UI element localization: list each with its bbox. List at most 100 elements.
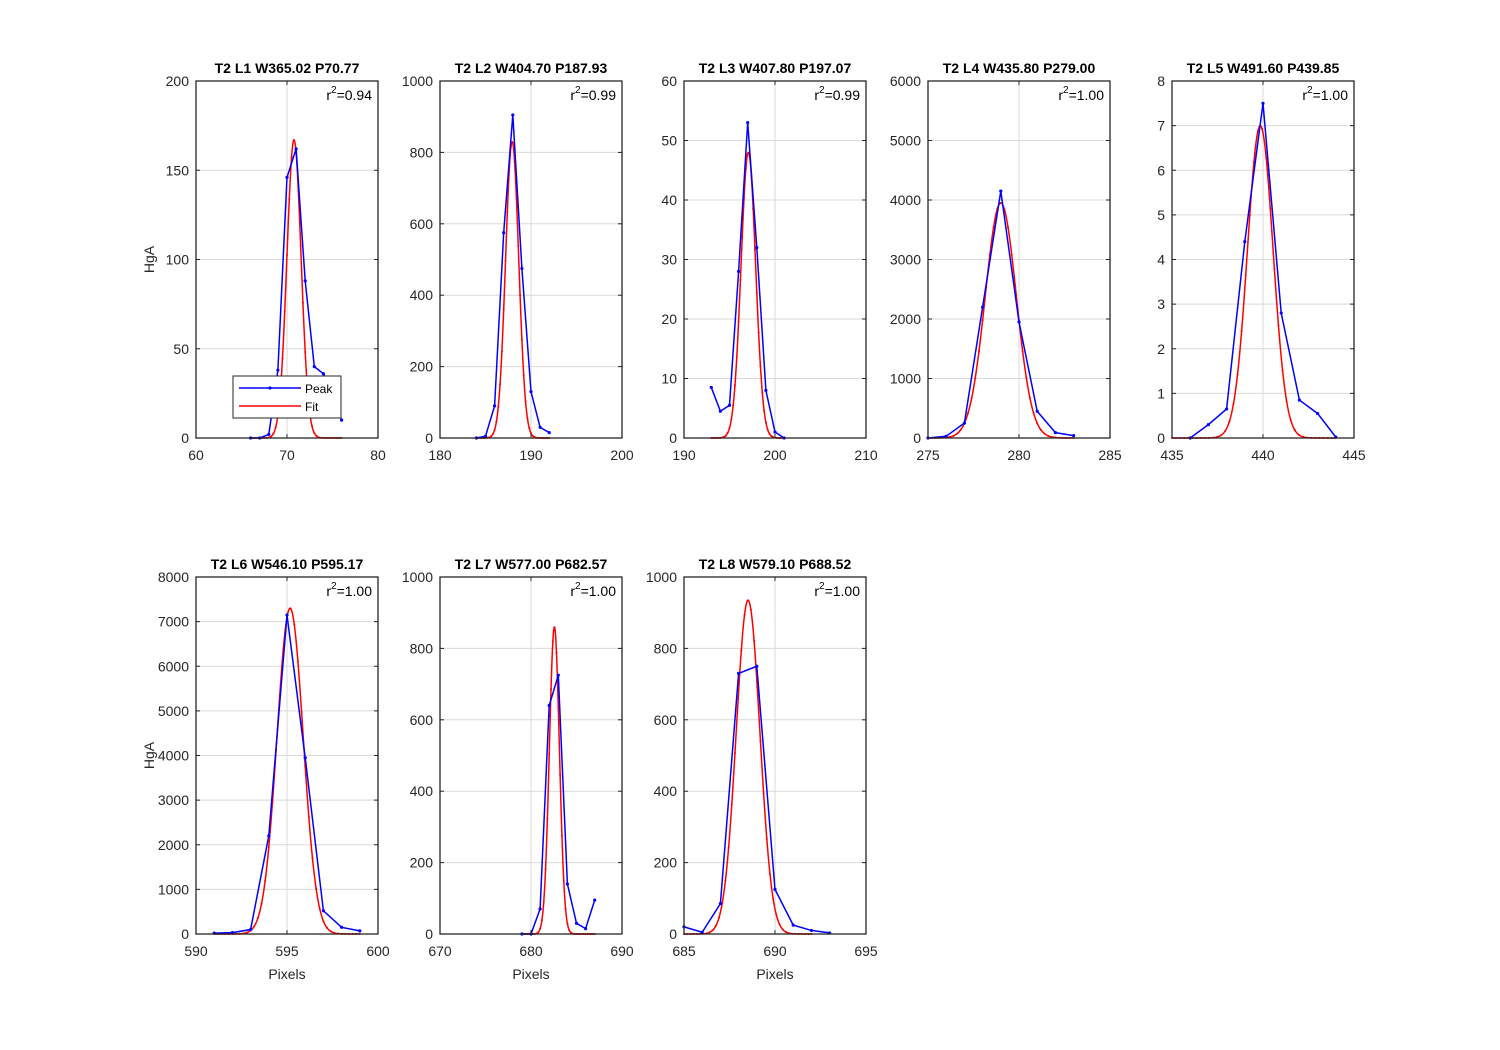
fit-marker	[499, 383, 502, 386]
x-tick-label: 445	[1342, 447, 1366, 463]
y-tick-label: 200	[166, 73, 190, 89]
peak-point	[1243, 240, 1247, 244]
fit-marker	[530, 432, 532, 435]
fit-marker	[537, 931, 540, 934]
y-tick-label: 150	[166, 162, 190, 178]
fit-marker	[288, 198, 291, 201]
peak-point	[962, 421, 967, 425]
r-squared-symbol: r	[814, 583, 819, 599]
x-tick-label: 190	[672, 447, 696, 463]
r-squared-symbol: r	[570, 87, 575, 103]
y-tick-label: 800	[410, 640, 434, 656]
legend: Peak Fit	[232, 375, 342, 419]
fit-marker	[718, 916, 721, 919]
fit-marker	[542, 901, 545, 904]
peak-point	[1297, 398, 1301, 402]
fit-marker	[311, 425, 314, 428]
y-tick-label: 200	[410, 855, 434, 871]
y-tick-label: 600	[410, 712, 434, 728]
x-tick-label: 685	[672, 943, 696, 959]
fit-marker	[504, 259, 507, 262]
peak-point	[1053, 431, 1057, 435]
fit-marker	[550, 688, 553, 691]
fit-marker	[557, 706, 560, 709]
fit-marker	[267, 846, 270, 848]
fit-marker	[286, 253, 288, 256]
peak-point	[483, 434, 488, 438]
r-squared-label: r2=0.94	[326, 85, 372, 103]
peak-point	[312, 365, 316, 369]
x-tick-label: 435	[1160, 447, 1184, 463]
fit-marker	[761, 391, 764, 394]
peak-point	[547, 703, 551, 708]
fit-marker	[1010, 253, 1013, 256]
x-tick-label: 670	[428, 943, 452, 959]
fit-marker	[522, 374, 525, 377]
fit-marker	[737, 320, 740, 323]
peak-point	[1261, 101, 1265, 105]
r-squared-label: r2=1.00	[326, 581, 372, 599]
peak-point	[1035, 409, 1039, 413]
fit-marker	[296, 660, 299, 663]
y-tick-label: 400	[654, 783, 678, 799]
peak-point	[321, 909, 325, 913]
fit-marker	[959, 428, 962, 431]
fit-marker	[1248, 214, 1251, 217]
r-squared-symbol: r	[326, 87, 331, 103]
fit-marker	[1232, 403, 1235, 406]
subplot-title: T2 L7 W577.00 P682.57	[455, 556, 608, 572]
peak-point	[556, 673, 560, 677]
x-axis-label: Pixels	[512, 966, 549, 982]
fit-marker	[724, 434, 727, 437]
legend-peak-label: Peak	[305, 382, 333, 396]
fit-marker	[775, 913, 778, 916]
peak-point	[700, 930, 704, 934]
fit-marker	[749, 608, 752, 611]
y-tick-label: 0	[181, 430, 189, 446]
r-squared-value: =1.00	[337, 583, 373, 599]
fit-marker	[326, 926, 329, 929]
fit-marker	[299, 244, 302, 247]
legend-peak-marker	[268, 386, 272, 390]
fit-marker	[495, 420, 498, 423]
peak-point	[755, 246, 759, 250]
r-squared-value: =1.00	[825, 583, 861, 599]
x-tick-label: 595	[275, 943, 299, 959]
y-tick-label: 0	[669, 430, 677, 446]
fit-marker	[511, 142, 514, 145]
subplot-title: T2 L6 W546.10 P595.17	[211, 556, 364, 572]
subplot-title: T2 L2 W404.70 P187.93	[455, 60, 608, 76]
fit-marker	[551, 640, 554, 643]
fit-marker	[757, 331, 760, 334]
peak-point	[538, 425, 542, 429]
y-tick-label: 1000	[402, 73, 433, 89]
y-tick-label: 3000	[158, 792, 189, 808]
fit-marker	[763, 409, 766, 412]
y-tick-label: 6	[1157, 162, 1165, 178]
y-tick-label: 2	[1157, 341, 1165, 357]
y-tick-label: 6000	[158, 658, 189, 674]
fit-marker	[714, 924, 717, 927]
fit-marker	[1240, 330, 1243, 333]
fit-marker	[1265, 156, 1268, 159]
fit-marker	[974, 376, 977, 379]
fit-marker	[1277, 324, 1280, 327]
x-axis-label: Pixels	[268, 966, 305, 982]
fit-marker	[322, 920, 325, 923]
r-squared-exponent: 2	[331, 85, 337, 96]
x-tick-label: 690	[763, 943, 787, 959]
fit-marker	[1036, 422, 1039, 425]
y-tick-label: 800	[410, 144, 434, 160]
r-squared-label: r2=1.00	[570, 581, 616, 599]
r-squared-exponent: 2	[1063, 85, 1069, 96]
subplot-title: T2 L3 W407.80 P197.07	[699, 60, 852, 76]
fit-marker	[1043, 432, 1046, 435]
fit-marker	[491, 433, 494, 436]
fit-marker	[724, 879, 727, 882]
y-tick-label: 7000	[158, 614, 189, 630]
fit-marker	[1252, 161, 1255, 164]
y-tick-label: 1000	[158, 881, 189, 897]
peak-point	[574, 921, 579, 925]
peak-point	[285, 175, 289, 179]
y-tick-label: 8000	[158, 569, 189, 585]
